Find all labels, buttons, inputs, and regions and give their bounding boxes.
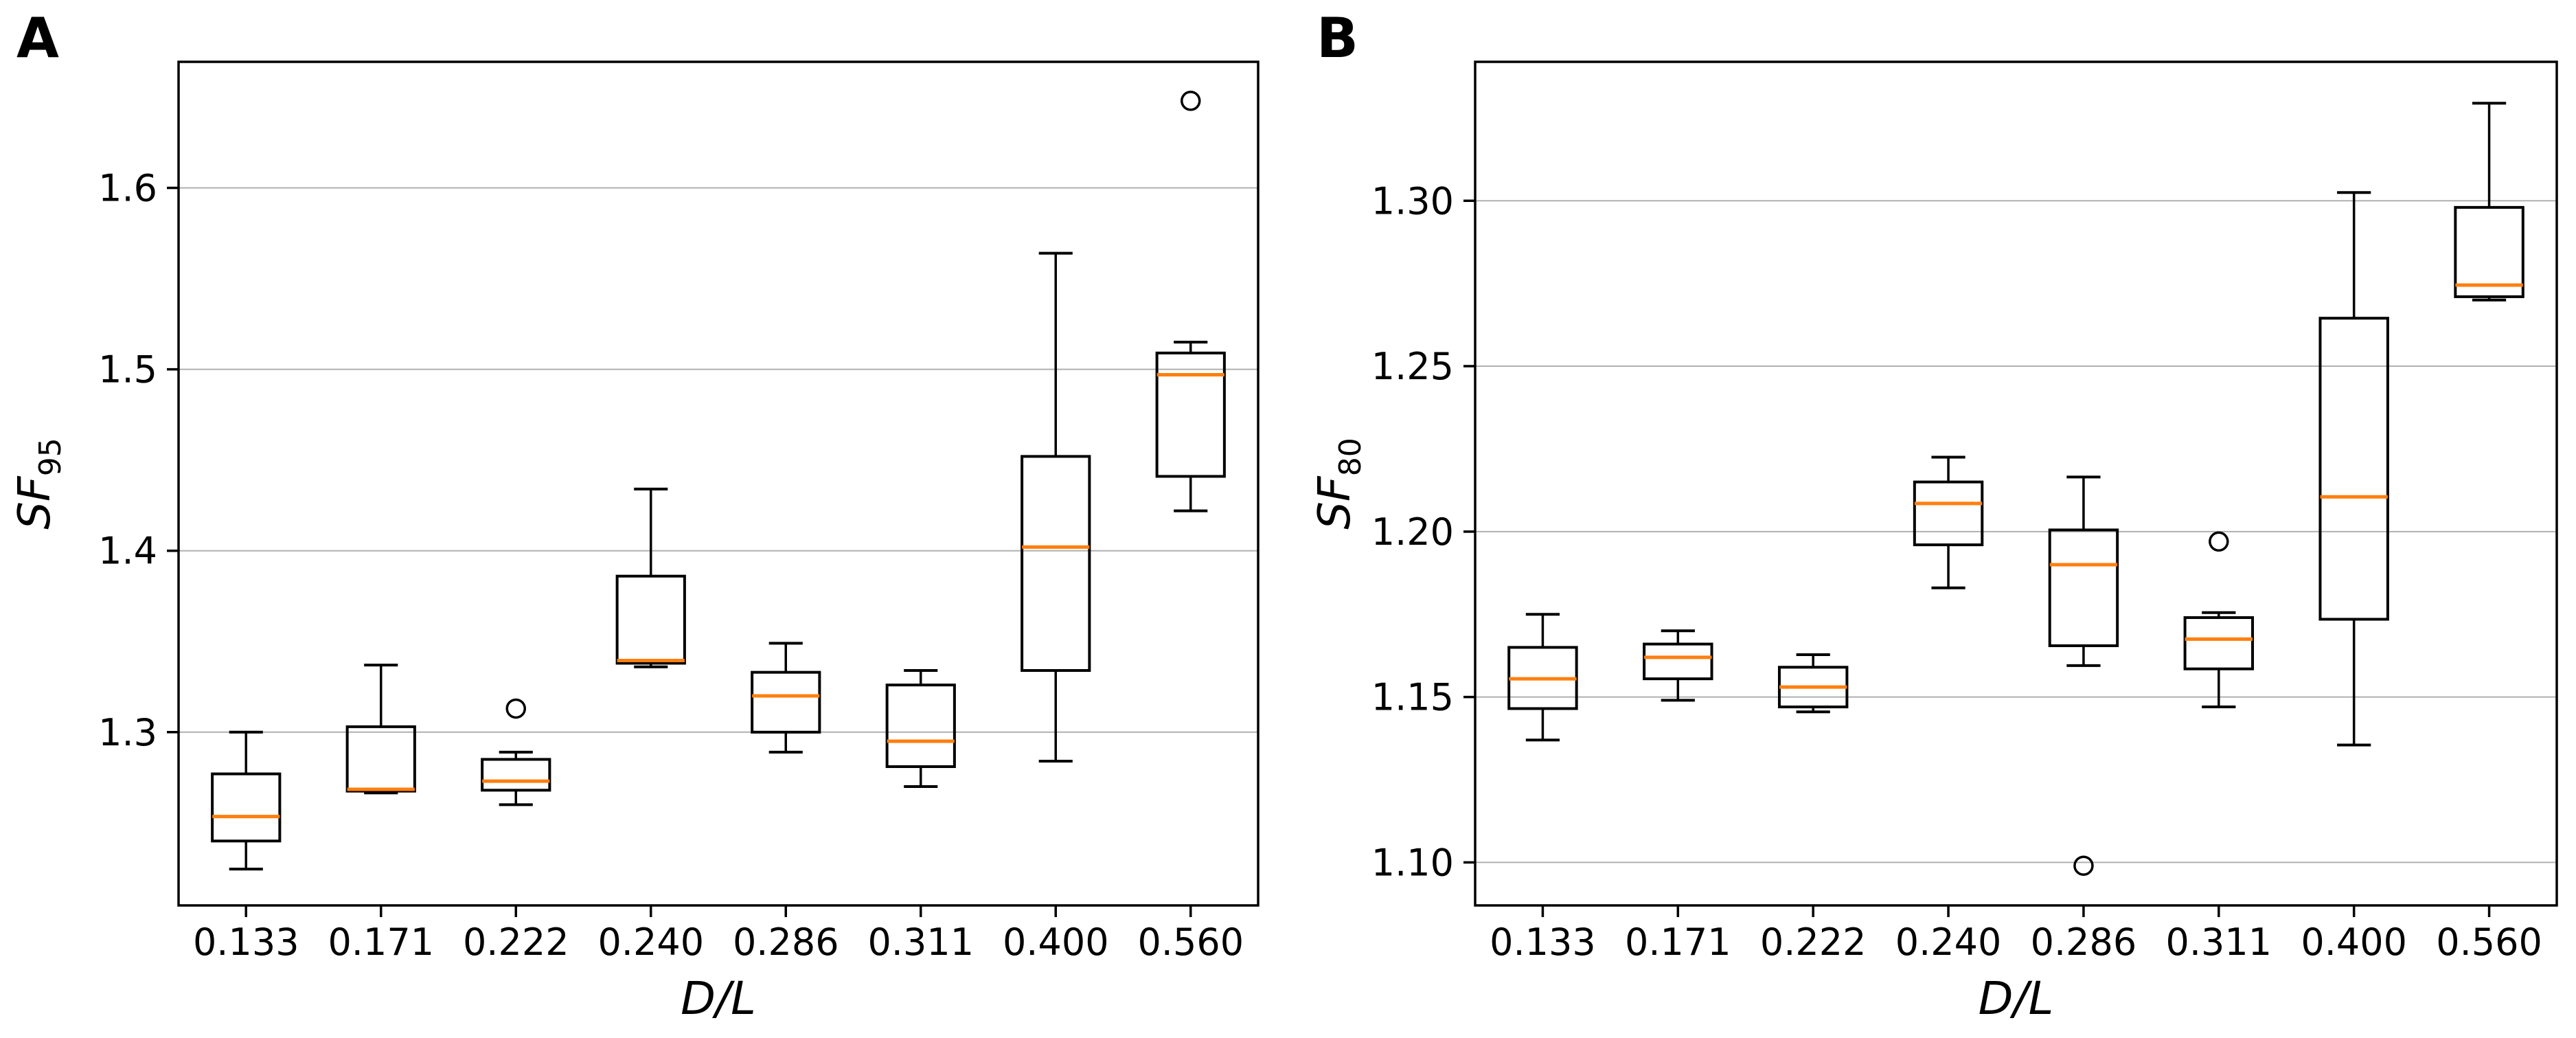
panel-label-A: A [16,6,59,70]
x-tick-label: 0.311 [2166,921,2272,964]
box-group-0.133 [211,730,282,871]
boxplot-A-svg: 1.3 1.4 1.5 1.6 0.133 0.171 0.222 0.240 0.286 0.3… [10,60,1259,1025]
box-rect [615,574,686,665]
y-tick-label: 1.5 [98,348,157,392]
y-axis: 1.3 1.4 1.5 1.6 [98,167,179,754]
x-axis: 0.133 0.171 0.222 0.240 0.286 0.311 0.400 0.560 [1490,905,2542,964]
box-group-0.240 [1913,455,1984,589]
box-rect [1913,480,1984,547]
box-rect [1021,455,1091,673]
boxplot-B-svg: 1.10 1.15 1.20 1.25 1.30 0.133 0.171 0.222 0.240… [1310,60,2558,1025]
y-tick-label: 1.25 [1371,345,1454,388]
boxes [211,91,1226,871]
x-tick-label: 0.222 [1760,921,1867,964]
box-rect [1155,351,1226,478]
x-tick-label: 0.133 [1490,921,1596,964]
x-tick-label: 0.222 [463,921,569,964]
box-group-0.171 [345,664,416,795]
plot-frame [177,60,1259,907]
y-tick-label: 1.20 [1371,510,1454,554]
y-gridlines [179,187,1258,733]
outlier-marker [2209,531,2229,552]
panel-B: 1.10 1.15 1.20 1.25 1.30 0.133 0.171 0.222 0.240… [1288,0,2576,1038]
x-tick-label: 0.240 [597,921,704,964]
x-tick-label: 0.240 [1895,921,2002,964]
x-tick-label: 0.171 [328,921,434,964]
y-tick-label: 1.3 [98,711,157,754]
box-group-0.240 [615,487,686,668]
y-tick-label: 1.10 [1371,841,1454,884]
box-rect [2183,616,2255,670]
y-tick-label: 1.15 [1371,676,1454,719]
box-group-0.311 [885,669,956,789]
y-axis: 1.10 1.15 1.20 1.25 1.30 [1371,179,1475,884]
box-rect [751,670,821,734]
box-group-0.222 [1777,653,1849,714]
panel-A: 1.3 1.4 1.5 1.6 0.133 0.171 0.222 0.240 0.286 0.3… [10,6,1259,1025]
panel-label-B: B [1317,6,1358,70]
boxes [1507,102,2524,876]
y-axis-label: SF95 [10,438,68,529]
box-rect [885,684,956,768]
outlier-marker [1181,91,1201,111]
x-tick-label: 0.400 [2301,921,2407,964]
box-group-0.286 [2048,475,2119,876]
box-rect [345,725,416,793]
x-tick-label: 0.286 [733,921,839,964]
x-tick-label: 0.311 [867,921,974,964]
box-rect [1643,642,1713,681]
box-group-0.286 [751,642,821,754]
box-rect [211,772,282,843]
box-group-0.560 [1155,91,1226,512]
y-tick-label: 1.4 [98,530,157,573]
plot-frame [1474,60,2558,907]
outlier-marker [2073,855,2094,876]
box-group-0.560 [2454,102,2524,302]
box-rect [481,758,551,792]
outlier-marker [505,698,526,719]
x-axis-label: D/L [681,972,756,1025]
box-group-0.400 [1021,251,1091,763]
box-group-0.133 [1507,613,1578,742]
box-group-0.171 [1643,629,1713,702]
box-group-0.400 [2318,191,2389,747]
y-axis-label: SF80 [1310,438,1368,529]
x-tick-label: 0.400 [1003,921,1109,964]
x-axis-label: D/L [1979,972,2054,1025]
box-group-0.311 [2183,531,2255,709]
y-tick-label: 1.6 [98,167,157,210]
x-tick-label: 0.133 [193,921,299,964]
x-axis: 0.133 0.171 0.222 0.240 0.286 0.311 0.400 0.560 [193,905,1244,964]
y-gridlines [1475,200,2557,864]
box-rect [2048,528,2119,647]
box-group-0.222 [481,698,551,806]
box-rect [2318,317,2389,621]
y-tick-label: 1.30 [1371,179,1454,223]
x-tick-label: 0.560 [2436,921,2542,964]
x-tick-label: 0.560 [1137,921,1244,964]
x-tick-label: 0.171 [1625,921,1731,964]
box-rect [2454,205,2524,298]
x-tick-label: 0.286 [2031,921,2137,964]
